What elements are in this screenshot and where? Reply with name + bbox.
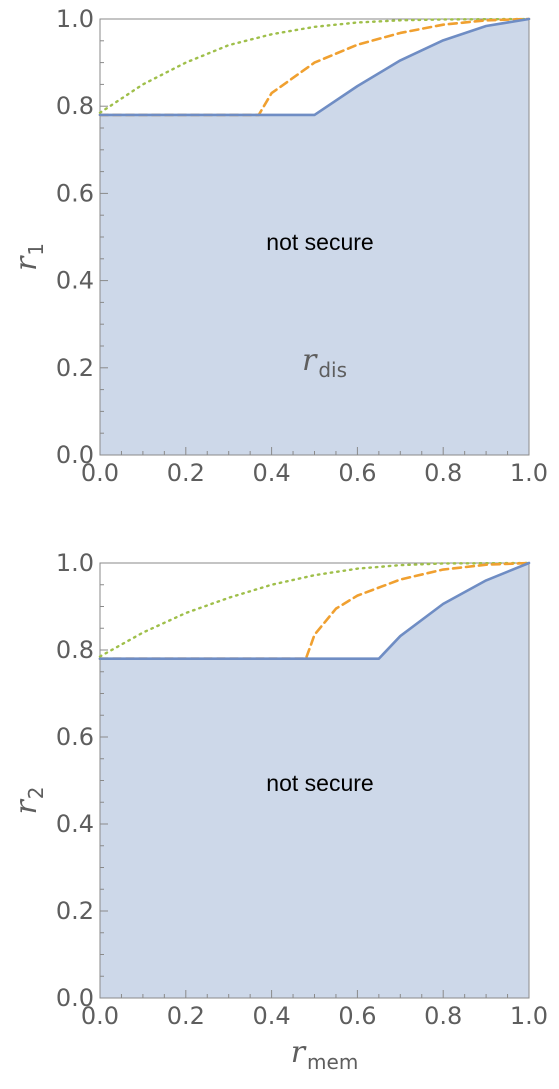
x-tick-label: 0.8 <box>424 1002 462 1030</box>
series-line-dotted <box>98 561 531 658</box>
y-tick-label: 0.8 <box>56 636 94 664</box>
x-tick-label: 0.6 <box>338 1002 376 1030</box>
y-tick-label: 1.0 <box>56 5 94 33</box>
y-tick-label: 0.8 <box>56 92 94 120</box>
x-axis-label: r mem <box>291 1035 359 1074</box>
x-tick-label: 0.0 <box>81 459 119 487</box>
chart-panel-1: 0.00.0 0.2 0.2 0.4 0.4 0.6 0.6 0.8 0.8 1.0 1.0 not … <box>9 5 548 487</box>
x-tick-label: 0.2 <box>167 459 205 487</box>
not-secure-region <box>100 19 529 455</box>
annotation-not-secure: not secure <box>266 770 373 796</box>
y-tick-label: 0.0 <box>56 984 94 1012</box>
x-tick-label: 1.0 <box>510 459 548 487</box>
y-tick-label: 0.6 <box>56 179 94 207</box>
y-tick-label: 0.4 <box>56 810 94 838</box>
x-tick-label: 0.0 <box>81 1002 119 1030</box>
x-tick-label: 0.8 <box>424 459 462 487</box>
y-tick-label: 0.6 <box>56 723 94 751</box>
x-axis-label: r dis <box>302 343 347 382</box>
series-line-solid <box>98 561 531 661</box>
x-tick-label: 1.0 <box>510 1002 548 1030</box>
y-axis-label: r2 <box>9 786 48 814</box>
series-line-solid <box>98 17 531 117</box>
series-line-dashed <box>98 561 531 661</box>
x-tick-label: 0.4 <box>253 1002 291 1030</box>
chart-panel-2: 0.00.0 0.2 0.2 0.4 0.4 0.6 0.6 0.8 0.8 1.0 1.0 not … <box>9 549 548 1074</box>
y-tick-label: 1.0 <box>56 549 94 577</box>
x-tick-label: 0.4 <box>253 459 291 487</box>
annotation-not-secure: not secure <box>266 229 373 255</box>
x-tick-label: 0.6 <box>338 459 376 487</box>
y-axis-label: r1 <box>9 243 48 271</box>
y-tick-label: 0.0 <box>56 441 94 469</box>
y-tick-label: 0.2 <box>56 354 94 382</box>
y-tick-label: 0.4 <box>56 267 94 295</box>
not-secure-region <box>100 563 529 998</box>
y-tick-label: 0.2 <box>56 897 94 925</box>
x-tick-label: 0.2 <box>167 1002 205 1030</box>
